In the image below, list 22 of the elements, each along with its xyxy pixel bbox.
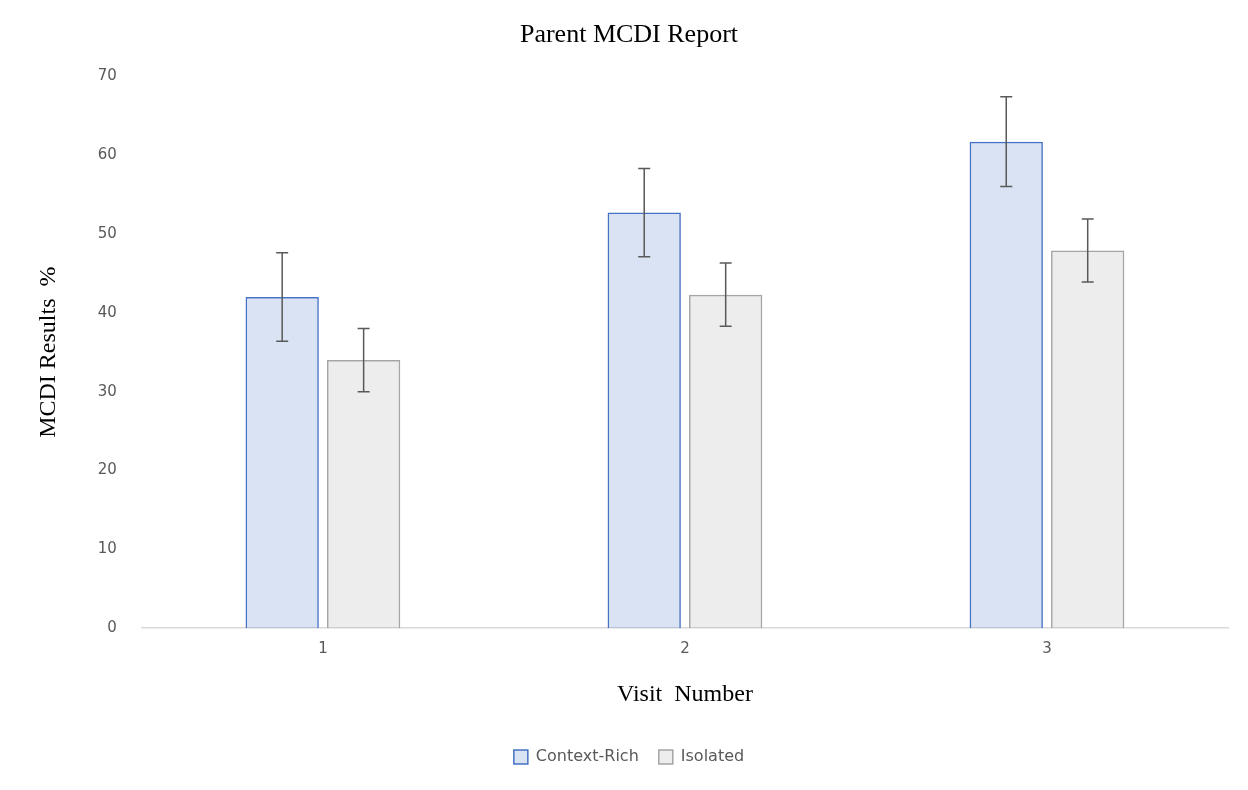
y-axis-title: MCDI Results % bbox=[33, 266, 60, 438]
x-axis-title: Visit Number bbox=[617, 679, 753, 706]
bar bbox=[969, 141, 1043, 629]
legend-label: Isolated bbox=[680, 746, 745, 766]
y-tick-label: 10 bbox=[97, 539, 117, 558]
chart-title: Parent MCDI Report bbox=[519, 19, 739, 49]
y-tick-label: 30 bbox=[97, 381, 117, 400]
bar bbox=[326, 360, 401, 629]
y-tick-label: 40 bbox=[97, 302, 117, 321]
bar bbox=[245, 297, 319, 629]
y-tick-label: 0 bbox=[107, 618, 117, 637]
y-tick-label: 20 bbox=[97, 460, 117, 479]
x-tick-label: 1 bbox=[318, 639, 328, 658]
y-tick-label: 70 bbox=[97, 66, 117, 85]
y-tick-label: 60 bbox=[97, 144, 117, 163]
legend-label: Context-Rich bbox=[535, 746, 639, 766]
bar bbox=[607, 212, 681, 629]
y-tick-label: 50 bbox=[97, 223, 117, 242]
bar bbox=[689, 294, 763, 629]
x-tick-label: 3 bbox=[1042, 639, 1052, 658]
x-tick-label: 2 bbox=[680, 639, 690, 658]
bar bbox=[1051, 250, 1125, 629]
